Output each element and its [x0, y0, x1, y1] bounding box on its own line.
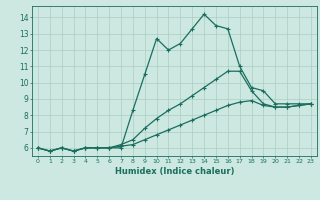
X-axis label: Humidex (Indice chaleur): Humidex (Indice chaleur)	[115, 167, 234, 176]
